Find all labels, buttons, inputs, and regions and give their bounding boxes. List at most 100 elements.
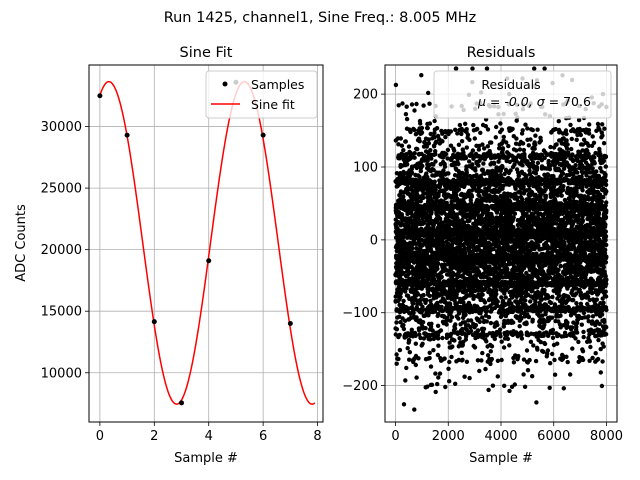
residual-point	[485, 353, 491, 358]
residual-point	[396, 142, 401, 147]
residual-point	[484, 339, 489, 344]
residual-point	[447, 359, 452, 365]
residual-point	[406, 338, 412, 343]
residual-point	[468, 328, 474, 334]
residual-point	[436, 343, 441, 348]
residual-point	[488, 320, 494, 326]
residual-point	[460, 357, 465, 362]
residual-point	[507, 388, 512, 394]
residual-point	[419, 125, 425, 131]
y-tick-label: 25000	[41, 182, 82, 197]
residuals-points	[393, 66, 609, 412]
residual-point	[511, 360, 517, 365]
residual-point	[481, 326, 487, 332]
residual-point	[504, 140, 509, 145]
residual-point	[520, 197, 525, 202]
residual-point	[412, 108, 417, 113]
residual-point	[410, 301, 416, 306]
residual-point	[426, 90, 431, 96]
residual-point	[470, 162, 475, 167]
residual-point	[495, 358, 501, 363]
residual-point	[436, 375, 441, 380]
residuals-axes: Residuals 0 2000 4000 6000 8000−200−10001002…	[342, 45, 623, 466]
residual-point	[456, 161, 461, 167]
residual-point	[401, 326, 407, 332]
residual-point	[510, 126, 515, 132]
residual-point	[406, 144, 412, 149]
residual-point	[473, 323, 479, 328]
residual-point	[435, 352, 441, 358]
residual-point	[457, 336, 462, 341]
residual-point	[398, 320, 403, 325]
sample-point	[206, 258, 212, 264]
residual-point	[407, 350, 412, 355]
residual-point	[443, 384, 448, 390]
residual-point	[452, 148, 457, 153]
residual-point	[433, 159, 438, 164]
residual-point	[500, 146, 506, 151]
sine-fit-curve	[99, 80, 316, 405]
legend-sine-fit-label: Sine fit	[251, 97, 295, 112]
residual-point	[426, 277, 431, 282]
residual-point	[396, 356, 401, 362]
residual-point	[428, 302, 434, 307]
residual-point	[494, 124, 499, 130]
x-tick-label: 8	[313, 429, 321, 444]
residual-point	[425, 125, 430, 131]
sample-point	[287, 321, 293, 327]
y-tick-label: 20000	[41, 243, 82, 258]
residual-point	[440, 131, 445, 136]
residual-point	[520, 128, 525, 133]
residual-point	[415, 198, 420, 204]
residual-point	[406, 224, 412, 229]
residual-point	[409, 327, 414, 332]
residual-point	[494, 288, 499, 293]
sine-fit-xlabel: Sample #	[174, 451, 238, 466]
residual-point	[514, 136, 519, 141]
residual-point	[431, 348, 436, 353]
residual-point	[516, 353, 521, 359]
residual-point	[394, 361, 399, 366]
residual-point	[435, 266, 440, 271]
residual-point	[521, 184, 526, 189]
residual-point	[418, 335, 423, 341]
residual-point	[463, 312, 468, 317]
residual-point	[511, 320, 516, 325]
residual-point	[436, 336, 441, 341]
residual-point	[428, 337, 433, 342]
residual-point	[489, 356, 494, 362]
residual-point	[420, 307, 425, 313]
y-tick-label: 0	[370, 233, 378, 248]
residual-point	[475, 328, 481, 333]
residual-point	[505, 267, 510, 272]
residual-point	[412, 151, 417, 156]
residual-point	[452, 326, 458, 331]
y-tick-label: 15000	[41, 305, 82, 320]
residual-point	[397, 332, 402, 338]
residual-point	[462, 374, 467, 379]
residual-point	[431, 162, 436, 167]
residual-point	[421, 195, 426, 200]
residual-point	[445, 147, 451, 153]
figure-suptitle: Run 1425, channel1, Sine Freq.: 8.005 MH…	[164, 10, 477, 26]
residual-point	[480, 292, 485, 297]
residual-point	[427, 187, 432, 192]
residual-point	[399, 143, 405, 148]
residual-point	[475, 126, 480, 132]
legend-samples-marker	[222, 81, 228, 87]
residual-point	[501, 134, 506, 140]
residual-point	[492, 336, 497, 342]
residual-point	[488, 349, 493, 354]
residual-point	[453, 322, 458, 327]
residual-point	[404, 365, 409, 371]
residual-point	[442, 164, 448, 169]
residual-point	[398, 136, 403, 141]
residual-point	[413, 333, 418, 338]
residual-point	[432, 135, 437, 140]
residual-point	[484, 66, 490, 71]
residual-point	[498, 334, 503, 339]
residual-point	[486, 315, 492, 320]
residual-point	[394, 327, 400, 332]
residual-point	[426, 141, 432, 146]
residual-point	[420, 320, 426, 325]
